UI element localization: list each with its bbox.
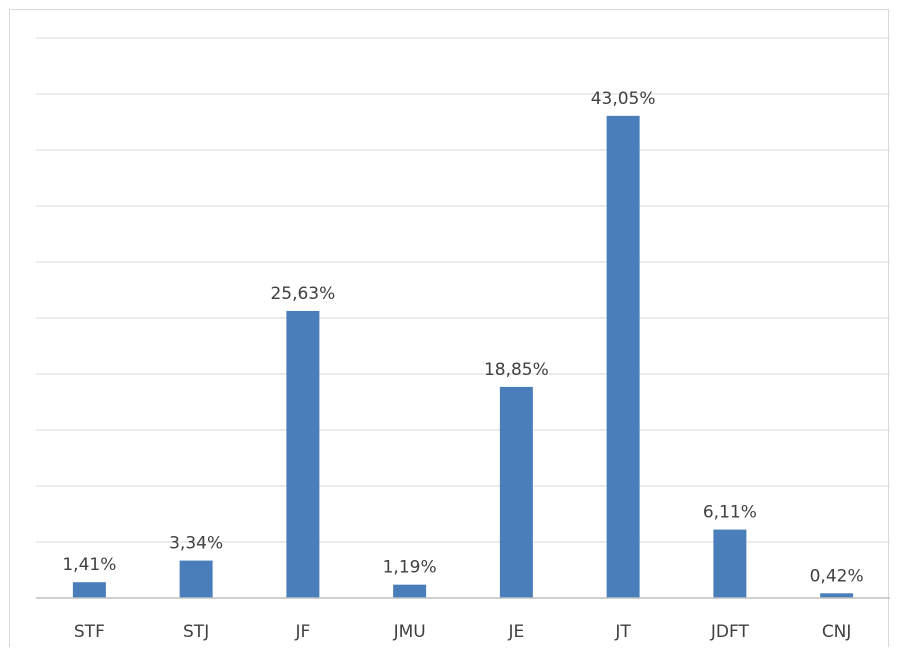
gridlines	[36, 37, 890, 543]
bar-jf	[286, 310, 320, 598]
bar-je	[499, 386, 533, 598]
bar-jt	[606, 115, 640, 598]
data-label-jmu: 1,19%	[383, 558, 437, 578]
chart-border	[9, 9, 889, 647]
data-label-jt: 43,05%	[591, 89, 656, 109]
x-tick-label-stj: STJ	[183, 622, 209, 642]
x-tick-labels: STF STJ JF JMU JE JT JDFT CNJ	[74, 622, 852, 642]
data-label-je: 18,85%	[484, 360, 549, 380]
bar-cnj	[820, 593, 854, 598]
data-label-cnj: 0,42%	[810, 566, 864, 586]
x-tick-label-stf: STF	[74, 622, 105, 642]
bars	[72, 115, 854, 598]
x-tick-label-jf: JF	[294, 622, 310, 642]
x-tick-label-jmu: JMU	[393, 622, 426, 642]
data-label-stj: 3,34%	[169, 534, 223, 554]
data-label-stf: 1,41%	[62, 555, 116, 575]
bar-jdft	[713, 529, 747, 598]
data-label-jdft: 6,11%	[703, 503, 757, 523]
x-tick-label-cnj: CNJ	[822, 622, 852, 642]
bar-stj	[179, 560, 213, 598]
x-tick-label-jdft: JDFT	[710, 622, 750, 642]
bar-stf	[72, 582, 106, 598]
x-tick-label-jt: JT	[614, 622, 631, 642]
data-label-jf: 25,63%	[270, 284, 335, 304]
data-labels: 1,41% 3,34% 25,63% 1,19% 18,85% 43,05% 6,11% 0,…	[62, 89, 863, 586]
x-tick-label-je: JE	[507, 622, 524, 642]
bar-jmu	[393, 584, 427, 598]
